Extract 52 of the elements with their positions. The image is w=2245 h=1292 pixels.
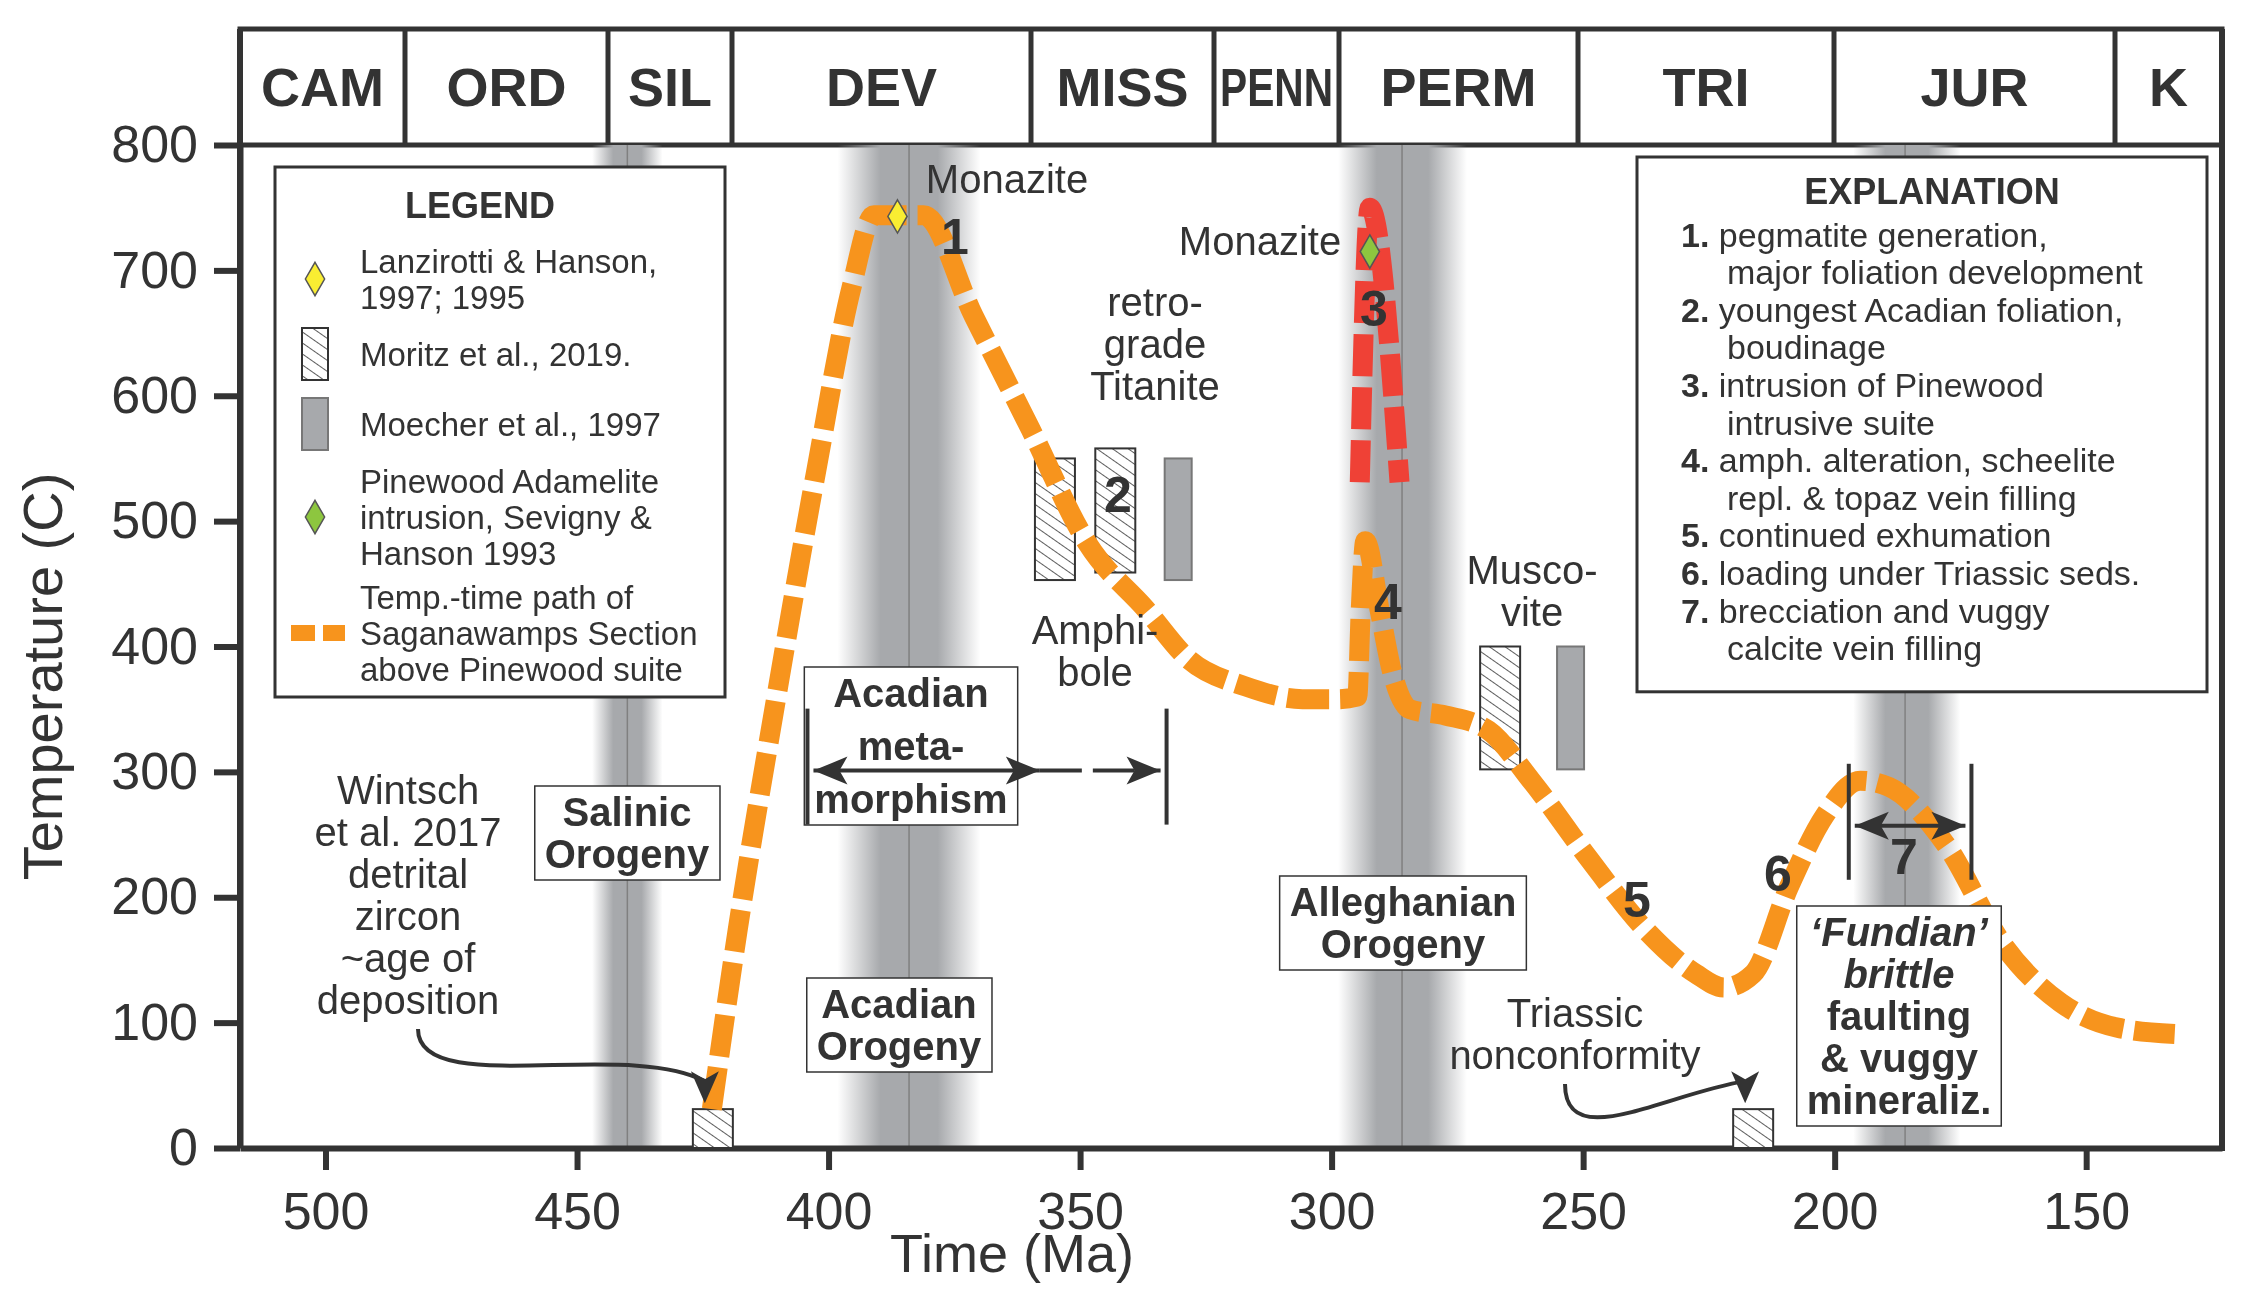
annotation: Acadian Orogeny: [816, 982, 982, 1068]
y-tick-label: 200: [111, 867, 198, 926]
legend-label: Temp.-time path of Saganawamps Section above Pinewood suite: [360, 578, 698, 688]
annotation: Wintsch et al. 2017 detrital zircon ~age of deposition: [314, 768, 502, 1022]
annotation: Monazite: [1178, 219, 1342, 263]
text: TRI: [1662, 56, 1750, 117]
text: K: [2149, 56, 2188, 117]
annotation: Salinic Orogeny: [544, 790, 710, 876]
x-tick-label: 500: [282, 1181, 370, 1240]
x-tick-label: 200: [1791, 1181, 1879, 1240]
text: SIL: [627, 56, 713, 117]
x-tick-label: 150: [2043, 1181, 2131, 1240]
annotation: 6. loading under Triassic seds.: [1681, 553, 2141, 592]
y-tick-label: 800: [111, 115, 198, 174]
annotation: EXPLANATION: [1804, 170, 2060, 212]
text: ORD: [446, 56, 567, 117]
annotation: Acadian meta- morphism: [814, 671, 1008, 821]
y-tick-label: 100: [111, 992, 198, 1051]
x-tick-label: 250: [1540, 1181, 1628, 1240]
annotation: 7. brecciation and vuggy calcite vein filling: [1681, 591, 2050, 668]
annotation: retro- grade Titanite: [1090, 280, 1220, 408]
annotation: Musco- vite: [1466, 548, 1598, 634]
legend-label: Moecher et al., 1997: [360, 405, 661, 443]
annotation: 7: [1890, 828, 1918, 885]
annotation: 5. continued exhumation: [1681, 516, 2052, 555]
legend-label: Pinewood Adamelite intrusion, Sevigny & Hanson 1993: [360, 462, 660, 572]
y-tick-label: 600: [111, 365, 198, 424]
y-axis-title: Temperature (C): [11, 472, 74, 881]
annotation: 1: [941, 208, 969, 265]
x-tick-label: 300: [1288, 1181, 1376, 1240]
text: PENN: [1220, 56, 1371, 117]
annotation: Alleghanian Orogeny: [1289, 880, 1517, 966]
y-tick-label: 300: [111, 742, 198, 801]
x-tick-label: 450: [534, 1181, 621, 1240]
y-tick-label: 500: [111, 491, 198, 550]
text: JUR: [1920, 56, 2029, 117]
annotation: Triassic nonconformity: [1449, 991, 1701, 1077]
text: PERM: [1380, 56, 1537, 117]
y-tick-label: 0: [169, 1118, 198, 1177]
legend-label: Moritz et al., 2019.: [360, 335, 632, 373]
annotation: Monazite: [925, 157, 1089, 201]
y-tick-label: 400: [111, 616, 198, 675]
text: DEV: [825, 56, 938, 117]
legend-label: Lanzirotti & Hanson, 1997; 1995: [360, 242, 658, 316]
y-tick-label: 700: [111, 240, 198, 299]
annotation: ‘Fundian’ brittle faulting & vuggy mineraliz.: [1806, 910, 1992, 1122]
text: MISS: [1056, 56, 1189, 117]
x-tick-label: 400: [785, 1181, 873, 1240]
legend-title: LEGEND: [404, 184, 556, 226]
annotation: 3: [1360, 280, 1388, 337]
text: CAM: [261, 56, 384, 117]
annotation: Amphi- bole: [1031, 608, 1159, 694]
